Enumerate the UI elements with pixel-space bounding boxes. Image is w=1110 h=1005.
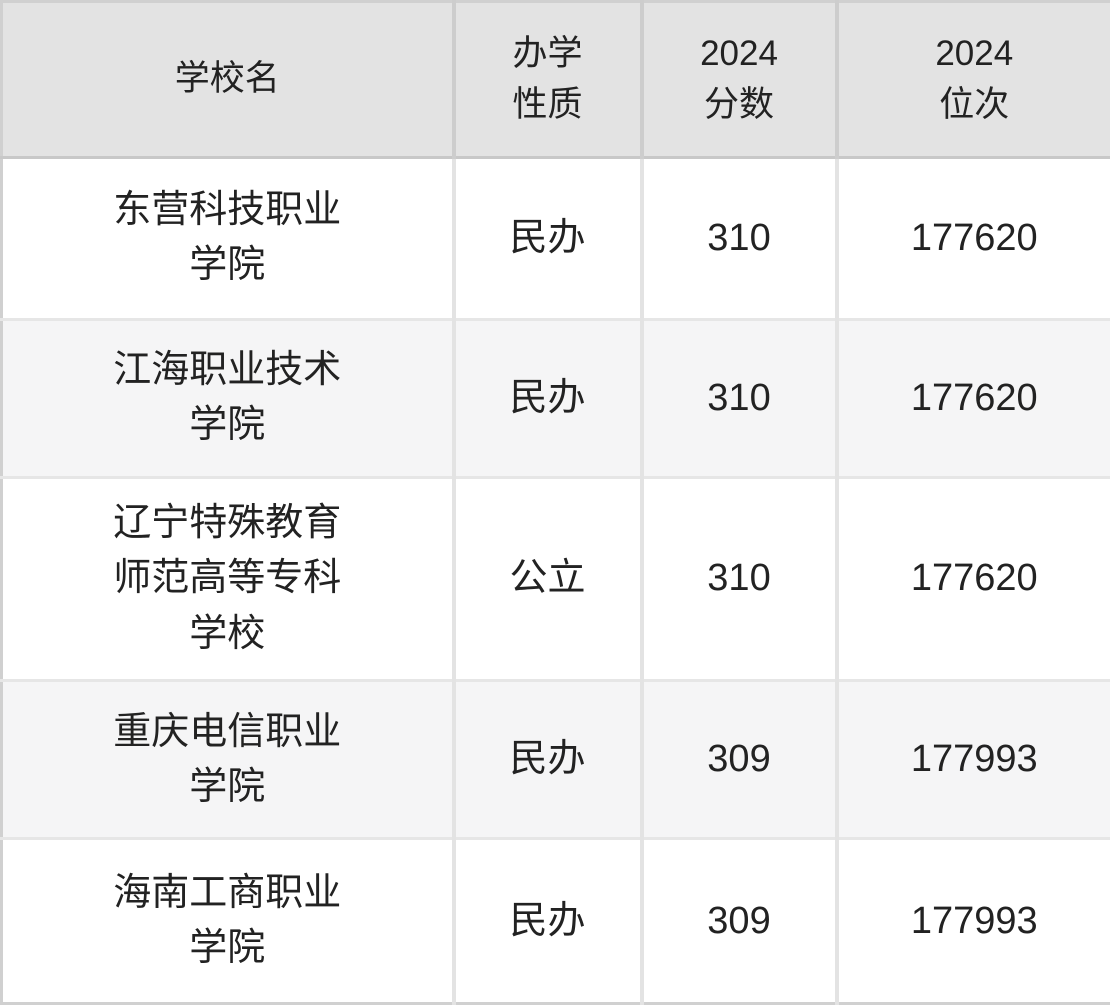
header-row: 学校名 办学 性质 2024 分数 2024 位次 bbox=[1, 1, 1110, 159]
school-type-cell: 民办 bbox=[453, 838, 644, 1004]
column-header-school-type: 办学 性质 bbox=[453, 1, 644, 159]
school-name-cell: 辽宁特殊教育 师范高等专科 学校 bbox=[1, 477, 456, 682]
school-name-cell: 重庆电信职业 学院 bbox=[1, 680, 456, 841]
school-type-cell: 民办 bbox=[453, 319, 644, 480]
rank-cell: 177620 bbox=[836, 319, 1110, 480]
table-body: 东营科技职业 学院 民办 310 177620 江海职业技术 学院 民办 310… bbox=[1, 157, 1110, 1004]
rank-cell: 177993 bbox=[836, 838, 1110, 1004]
school-type-cell: 民办 bbox=[453, 157, 644, 321]
school-type-cell: 公立 bbox=[453, 477, 644, 682]
score-cell: 310 bbox=[641, 477, 839, 682]
school-type-cell: 民办 bbox=[453, 680, 644, 841]
column-header-2024-rank: 2024 位次 bbox=[836, 1, 1110, 159]
table-row: 海南工商职业 学院 民办 309 177993 bbox=[1, 838, 1110, 1004]
column-header-2024-score: 2024 分数 bbox=[641, 1, 839, 159]
score-cell: 310 bbox=[641, 157, 839, 321]
table-header: 学校名 办学 性质 2024 分数 2024 位次 bbox=[1, 1, 1110, 159]
table-row: 重庆电信职业 学院 民办 309 177993 bbox=[1, 680, 1110, 841]
table-row: 辽宁特殊教育 师范高等专科 学校 公立 310 177620 bbox=[1, 477, 1110, 682]
school-name-cell: 海南工商职业 学院 bbox=[1, 838, 456, 1004]
rank-cell: 177993 bbox=[836, 680, 1110, 841]
school-name-cell: 东营科技职业 学院 bbox=[1, 157, 456, 321]
rank-cell: 177620 bbox=[836, 157, 1110, 321]
column-header-school-name: 学校名 bbox=[1, 1, 456, 159]
score-cell: 309 bbox=[641, 680, 839, 841]
score-cell: 309 bbox=[641, 838, 839, 1004]
table-row: 江海职业技术 学院 民办 310 177620 bbox=[1, 319, 1110, 480]
table-row: 东营科技职业 学院 民办 310 177620 bbox=[1, 157, 1110, 321]
school-name-cell: 江海职业技术 学院 bbox=[1, 319, 456, 480]
rank-cell: 177620 bbox=[836, 477, 1110, 682]
score-cell: 310 bbox=[641, 319, 839, 480]
